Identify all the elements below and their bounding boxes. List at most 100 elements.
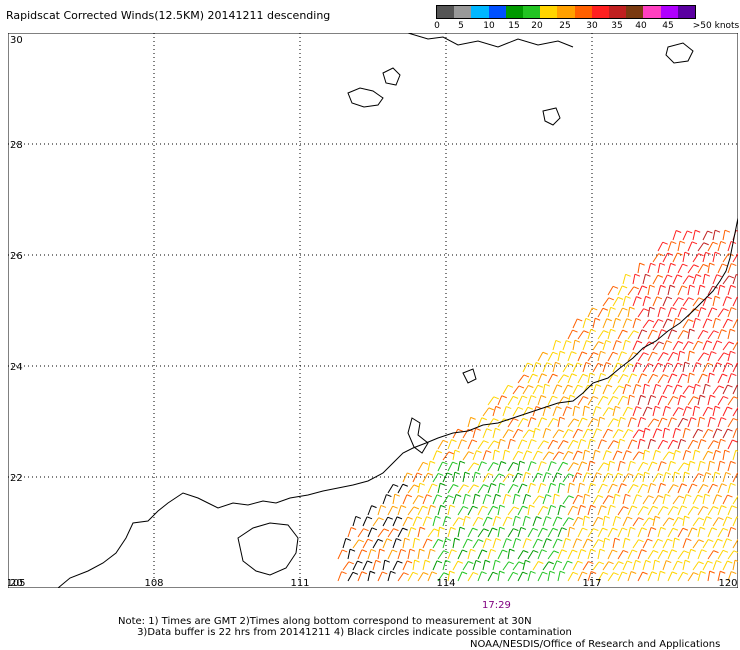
wind-barb bbox=[532, 428, 536, 439]
wind-barb bbox=[677, 483, 683, 494]
wind-barb-flag bbox=[595, 384, 602, 387]
wind-barb bbox=[622, 429, 629, 439]
wind-barb-flag bbox=[409, 548, 416, 552]
wind-barb bbox=[567, 462, 574, 472]
wind-barb-flag bbox=[713, 550, 719, 554]
wind-barb bbox=[662, 318, 668, 329]
wind-barb bbox=[692, 517, 700, 527]
wind-barb bbox=[727, 505, 733, 516]
wind-barb bbox=[712, 362, 718, 373]
wind-barb-flag bbox=[648, 517, 655, 521]
wind-barb bbox=[732, 384, 738, 395]
wind-barb bbox=[487, 440, 495, 450]
wind-barb bbox=[512, 385, 520, 395]
legend-swatch bbox=[574, 6, 592, 18]
wind-barb bbox=[417, 505, 424, 516]
wind-barb bbox=[677, 373, 683, 384]
wind-barb-flag bbox=[625, 537, 631, 541]
wind-barb bbox=[687, 461, 691, 472]
wind-barb bbox=[732, 274, 737, 285]
wind-barb bbox=[677, 351, 681, 362]
wind-barb bbox=[537, 506, 544, 516]
wind-barb bbox=[572, 450, 578, 461]
wind-barb bbox=[707, 440, 714, 450]
wind-barb bbox=[657, 483, 662, 494]
wind-barb bbox=[437, 440, 444, 450]
wind-barb bbox=[732, 516, 738, 527]
wind-barb-flag bbox=[371, 505, 377, 509]
wind-barb-flag bbox=[719, 460, 726, 464]
wind-barb bbox=[732, 341, 738, 351]
wind-barb bbox=[642, 428, 646, 439]
wind-barb-flag bbox=[561, 549, 567, 553]
wind-barb bbox=[432, 560, 438, 571]
wind-barb bbox=[707, 395, 711, 406]
wind-barb-flag bbox=[451, 439, 457, 443]
wind-barb bbox=[667, 528, 674, 538]
wind-barb-flag bbox=[459, 460, 466, 464]
wind-barb bbox=[642, 363, 649, 373]
wind-barb bbox=[467, 572, 474, 582]
wind-barb-flag bbox=[707, 362, 713, 366]
wind-barb bbox=[612, 561, 619, 571]
wind-barb bbox=[622, 274, 627, 285]
wind-barb-flag bbox=[546, 494, 552, 497]
y-tick-label: 24 bbox=[10, 362, 23, 373]
wind-barb-flag bbox=[620, 416, 626, 420]
wind-barb bbox=[592, 450, 596, 461]
wind-barb-flag bbox=[699, 284, 706, 288]
wind-barb bbox=[602, 538, 606, 549]
wind-barb-flag bbox=[612, 483, 618, 487]
wind-barb bbox=[687, 417, 692, 428]
wind-barb bbox=[492, 560, 496, 571]
wind-barb bbox=[617, 351, 623, 362]
wind-barb bbox=[607, 549, 613, 560]
wind-barb-flag bbox=[700, 307, 707, 310]
wind-barb bbox=[427, 505, 432, 516]
wind-barb-flag bbox=[695, 229, 701, 233]
legend-label: >50 knots bbox=[692, 21, 740, 31]
wind-barb bbox=[487, 549, 492, 560]
wind-barb bbox=[552, 340, 557, 351]
wind-barb bbox=[692, 429, 699, 439]
wind-barb bbox=[667, 461, 672, 472]
wind-barb-flag bbox=[671, 373, 678, 377]
wind-barb-flag bbox=[483, 440, 489, 444]
wind-barb bbox=[672, 274, 678, 285]
wind-barb-flag bbox=[493, 396, 499, 400]
wind-barb-flag bbox=[349, 548, 356, 552]
wind-barb bbox=[607, 440, 614, 450]
wind-barb bbox=[677, 418, 684, 428]
wind-barb bbox=[507, 462, 514, 472]
legend-label: 40 bbox=[635, 21, 647, 31]
wind-barb bbox=[552, 362, 556, 373]
wind-barb bbox=[577, 527, 583, 538]
wind-barb bbox=[707, 506, 714, 516]
wind-barb bbox=[702, 340, 708, 351]
wind-barb-flag bbox=[712, 483, 718, 487]
wind-barb-flag bbox=[500, 461, 507, 464]
wind-barb bbox=[667, 396, 674, 406]
wind-barb bbox=[637, 285, 643, 296]
wind-barb bbox=[682, 252, 686, 263]
wind-barb-flag bbox=[566, 406, 572, 410]
wind-barb-flag bbox=[545, 427, 552, 431]
wind-barb bbox=[627, 286, 635, 296]
wind-barb bbox=[507, 572, 514, 582]
wind-barb bbox=[607, 461, 611, 472]
wind-barb-flag bbox=[688, 297, 694, 301]
wind-barb bbox=[642, 319, 650, 329]
wind-barb-flag bbox=[636, 406, 642, 410]
wind-barb bbox=[437, 572, 445, 582]
wind-barb bbox=[617, 417, 622, 428]
wind-barb bbox=[682, 450, 687, 461]
wind-barb-flag bbox=[657, 538, 664, 542]
wind-barb bbox=[522, 560, 526, 571]
wind-barb-flag bbox=[693, 572, 699, 576]
wind-barb-flag bbox=[590, 548, 596, 552]
wind-barb bbox=[647, 351, 653, 362]
wind-barb bbox=[452, 494, 457, 505]
wind-barb bbox=[532, 538, 538, 549]
wind-barb-flag bbox=[422, 505, 428, 509]
